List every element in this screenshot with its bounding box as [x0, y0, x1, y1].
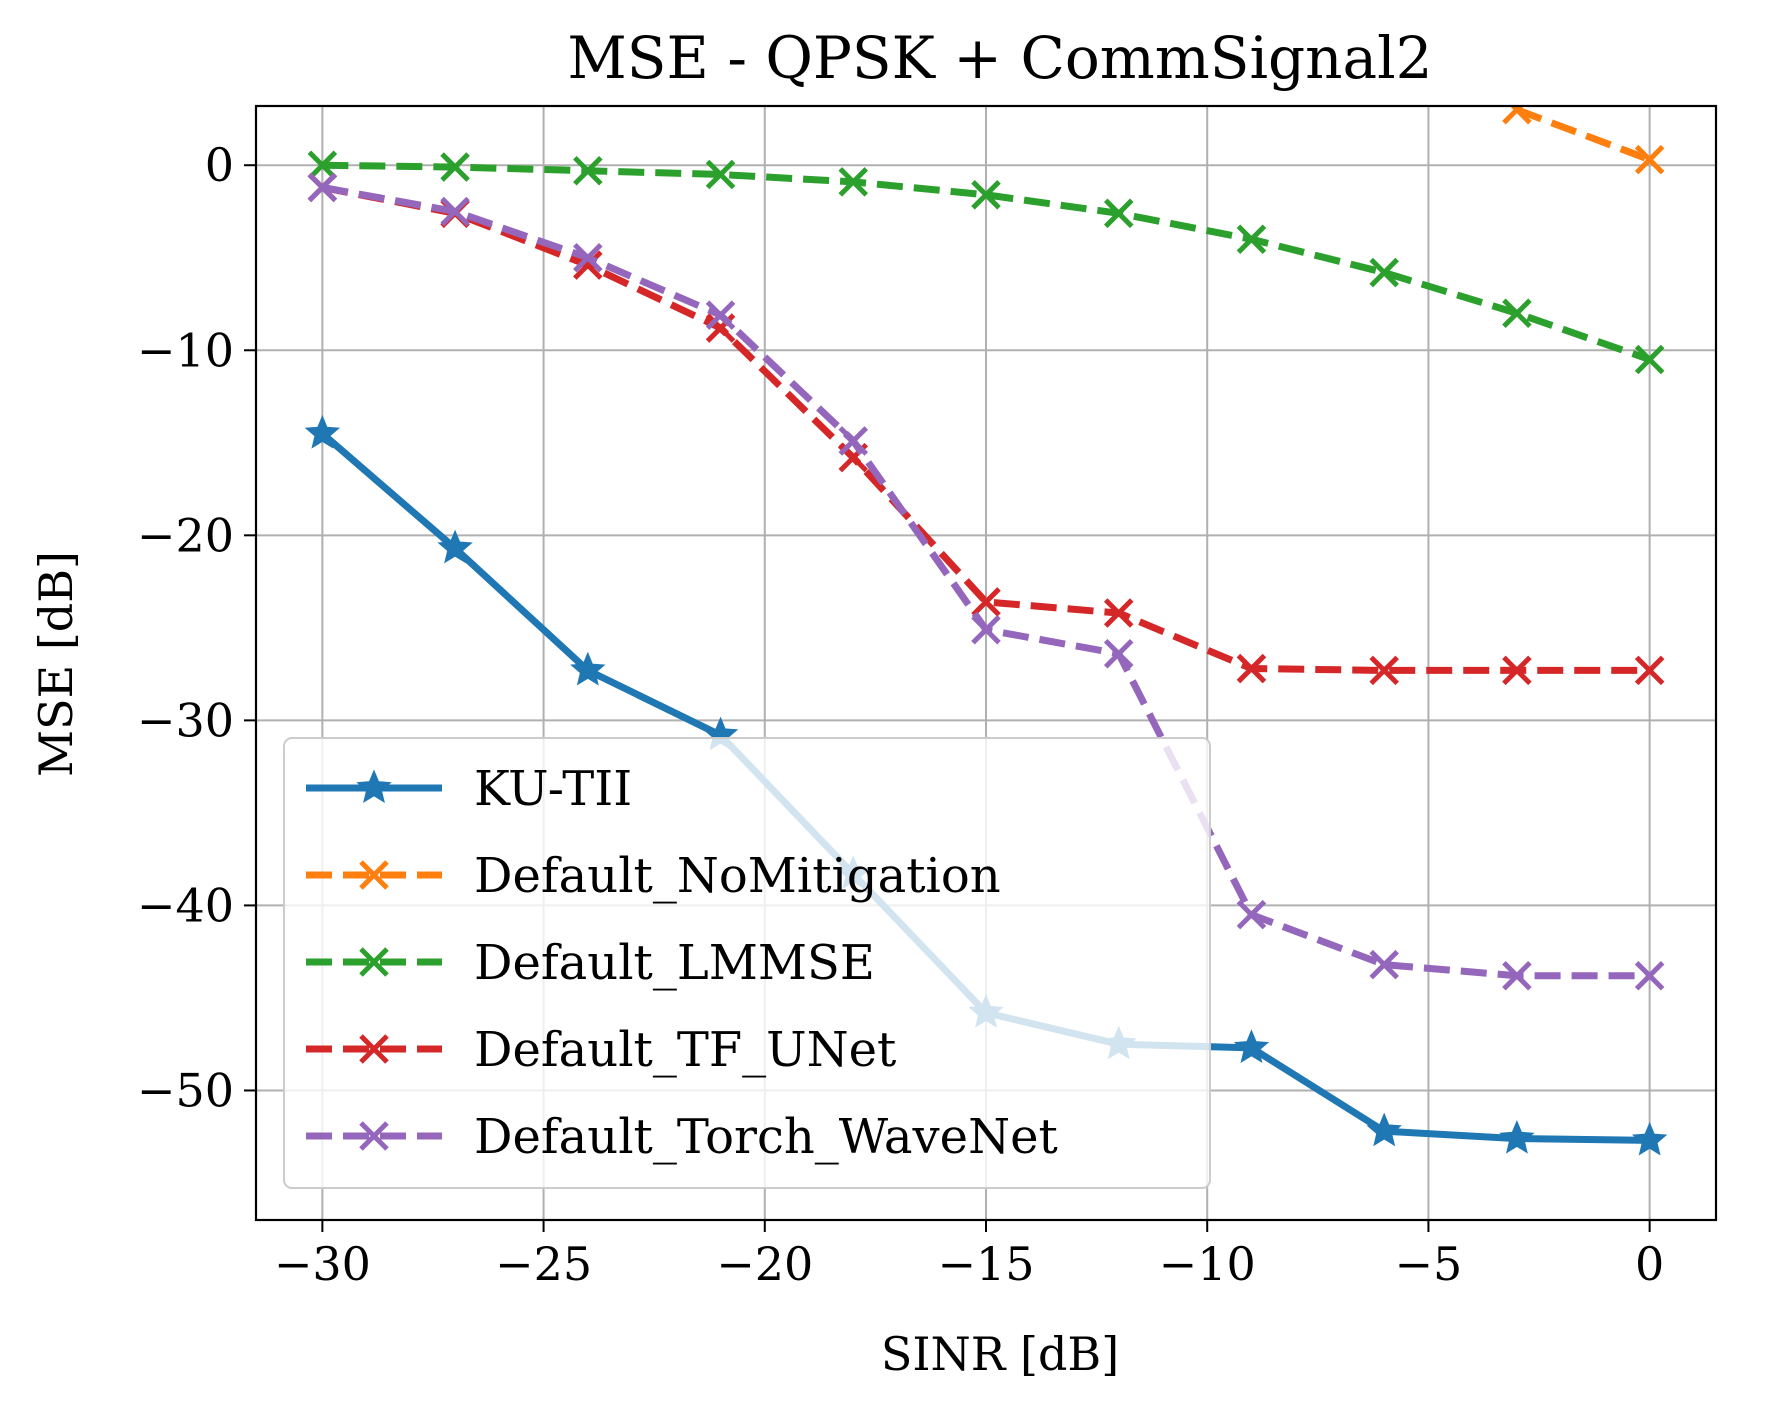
data-point	[1236, 899, 1267, 930]
data-point	[1502, 655, 1532, 686]
legend-label: KU-TII	[474, 761, 632, 817]
legend-item-default-torch-wavenet: Default_Torch_WaveNet	[306, 1109, 1058, 1165]
series-default-lmmse	[307, 150, 1665, 375]
legend-marker	[359, 860, 389, 890]
data-point	[1369, 949, 1399, 980]
legend-marker	[356, 769, 392, 804]
y-axis-title: MSE [dB]	[29, 551, 83, 777]
data-point	[1369, 655, 1399, 686]
data-point	[1103, 598, 1134, 628]
data-point	[570, 651, 606, 686]
legend-item-default-tf-unet: Default_TF_UNet	[306, 1022, 896, 1078]
y-tick-label: −20	[137, 508, 234, 562]
x-axis-title: SINR [dB]	[881, 1327, 1119, 1381]
data-point	[1634, 144, 1665, 175]
data-point	[573, 242, 603, 273]
series-line-default-tf-unet	[321, 183, 1650, 674]
data-point	[307, 172, 338, 203]
chart-title: MSE - QPSK + CommSignal2	[567, 24, 1432, 92]
data-point	[838, 167, 869, 197]
data-point	[705, 159, 736, 190]
data-point	[705, 300, 736, 330]
data-point	[437, 529, 473, 564]
data-point	[307, 150, 338, 180]
legend: KU-TII Default_NoMitigation Default_LMMSE D…	[283, 737, 1211, 1189]
legend-marker	[359, 1034, 389, 1064]
legend-label: Default_Torch_WaveNet	[474, 1109, 1058, 1165]
data-point	[1634, 655, 1665, 686]
legend-label: Default_TF_UNet	[474, 1022, 896, 1078]
data-point	[1634, 344, 1665, 375]
data-point	[971, 180, 1001, 210]
legend-item-default-lmmse: Default_LMMSE	[306, 935, 875, 991]
legend-item-default-nomitigation: Default_NoMitigation	[306, 848, 1001, 904]
x-tick-label: 0	[1635, 1237, 1664, 1291]
data-point	[1499, 1119, 1535, 1154]
data-point	[1236, 653, 1267, 684]
y-tick-label: −50	[137, 1063, 234, 1117]
data-point	[1366, 1112, 1402, 1147]
data-point	[440, 152, 470, 182]
legend-marker	[359, 947, 389, 977]
plot-frame	[254, 104, 1718, 1222]
data-point	[1236, 224, 1267, 255]
x-tick-label: −20	[716, 1237, 813, 1291]
legend-label: Default_LMMSE	[474, 935, 875, 991]
x-tick-label: −25	[495, 1237, 592, 1291]
series-line-default-nomitigation	[1515, 106, 1651, 163]
x-axis-ticks: −30 −25 −20 −15 −10 −5 0	[274, 1220, 1664, 1291]
x-tick-label: −30	[274, 1237, 371, 1291]
data-point	[971, 587, 1001, 617]
y-tick-label: 0	[205, 138, 234, 192]
y-tick-label: −30	[137, 693, 234, 747]
data-point	[304, 414, 341, 449]
data-point	[1502, 960, 1532, 991]
legend-item-ku-tii: KU-TII	[306, 761, 632, 817]
legend-marker	[359, 1121, 389, 1151]
data-point	[1233, 1029, 1270, 1063]
data-point	[1634, 960, 1665, 991]
data-point	[1502, 106, 1532, 125]
series-default-nomitigation	[1502, 106, 1665, 175]
data-point	[838, 426, 869, 456]
x-tick-label: −5	[1395, 1237, 1463, 1291]
data-point	[1369, 257, 1399, 288]
x-tick-label: −10	[1159, 1237, 1256, 1291]
y-tick-label: −40	[137, 878, 234, 932]
data-point	[1103, 198, 1134, 229]
data-point	[1502, 298, 1532, 329]
data-point	[573, 155, 603, 186]
x-tick-label: −15	[937, 1237, 1034, 1291]
data-point	[440, 196, 470, 227]
data-point	[1103, 638, 1134, 669]
legend-box	[283, 737, 1211, 1189]
y-tick-label: −10	[137, 323, 234, 377]
legend-label: Default_NoMitigation	[474, 848, 1001, 904]
y-axis-ticks: 0 −10 −20 −30 −40 −50	[137, 138, 256, 1117]
data-point	[1631, 1121, 1668, 1156]
data-point	[971, 614, 1001, 645]
series-default-torch-wavenet	[307, 172, 1665, 991]
series-line-default-lmmse	[322, 161, 1651, 363]
